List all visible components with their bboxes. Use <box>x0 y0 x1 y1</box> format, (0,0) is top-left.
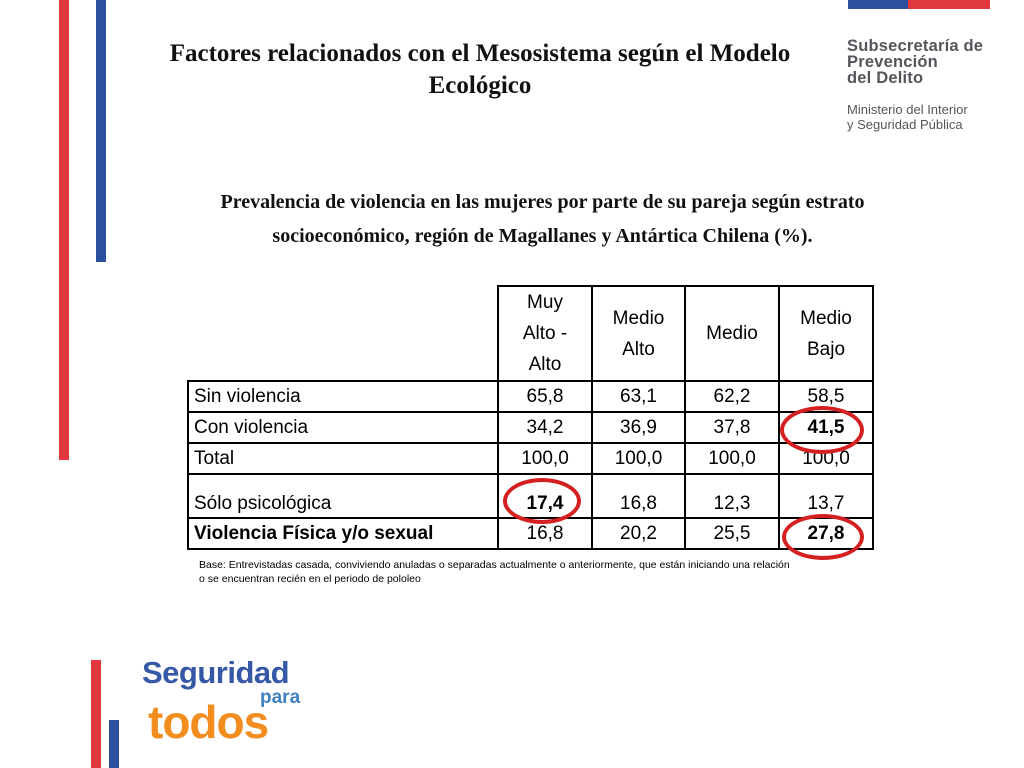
header-text: Medio <box>706 323 758 344</box>
footnote-line1: Base: Entrevistadas casada, conviviendo … <box>199 559 790 571</box>
table-cell: 100,0 <box>497 442 593 475</box>
footnote: Base: Entrevistadas casada, conviviendo … <box>199 558 869 586</box>
top-blue-stripe <box>848 0 908 9</box>
bottom-red-stripe <box>91 660 101 768</box>
logo-line4: Ministerio del Interior <box>847 102 968 117</box>
table-title-line1: Prevalencia de violencia en las mujeres … <box>220 191 865 213</box>
header-text: Medio <box>800 307 852 329</box>
top-red-stripe <box>908 0 990 9</box>
header-medio-alto: Medio Alto <box>591 285 686 382</box>
header-muy-alto-alto: Muy Alto - Alto <box>497 285 593 382</box>
table-cell: 25,5 <box>684 517 780 550</box>
header-text: Alto <box>622 338 655 360</box>
table-row: Violencia Física y/o sexual 16,8 20,2 25… <box>187 517 874 550</box>
row-label: Sólo psicológica <box>187 473 499 519</box>
header-text: Medio <box>612 307 665 329</box>
logo-line3: del Delito <box>847 69 924 87</box>
table-cell: 100,0 <box>684 442 780 475</box>
table-cell: 13,7 <box>778 473 874 519</box>
header-text: Alto - <box>522 323 568 344</box>
row-label: Sin violencia <box>187 380 499 413</box>
header-text: Muy <box>527 292 563 313</box>
header-text: Alto <box>528 354 562 375</box>
highlight-circle <box>782 514 864 560</box>
table-cell: 65,8 <box>497 380 593 413</box>
table-cell: 100,0 <box>591 442 686 475</box>
highlight-circle <box>780 406 864 454</box>
row-label: Con violencia <box>187 411 499 444</box>
footnote-line2: o se encuentran recién en el periodo de … <box>199 573 421 585</box>
header-medio: Medio <box>684 285 780 382</box>
table-title-line2: socioeconómico, región de Magallanes y A… <box>272 225 813 247</box>
left-red-stripe <box>59 0 69 460</box>
logo-word-seguridad: Seguridad <box>142 655 290 690</box>
header-medio-bajo: Medio Bajo <box>778 285 874 382</box>
logo-line2: Prevención <box>847 53 938 71</box>
table-title: Prevalencia de violencia en las mujeres … <box>160 185 925 253</box>
page-title-line1: Factores relacionados con el Mesosistema… <box>169 40 791 67</box>
row-label: Total <box>187 442 499 475</box>
logo-line5: y Seguridad Pública <box>847 117 963 132</box>
table-cell: 16,8 <box>497 517 593 550</box>
table-row: Total 100,0 100,0 100,0 100,0 <box>187 442 874 475</box>
table-cell: 62,2 <box>684 380 780 413</box>
table-cell: 34,2 <box>497 411 593 444</box>
bottom-blue-stripe <box>109 720 119 768</box>
logo-word-todos: todos <box>148 696 269 748</box>
table-row: Sin violencia 65,8 63,1 62,2 58,5 <box>187 380 874 413</box>
table-cell: 16,8 <box>591 473 686 519</box>
seguridad-para-todos-logo: Seguridad para todos <box>142 655 300 748</box>
table-cell: 37,8 <box>684 411 780 444</box>
table-header-row: Muy Alto - Alto Medio Alto Medio Medio B… <box>188 285 874 382</box>
table-cell: 20,2 <box>591 517 686 550</box>
highlight-circle <box>503 478 581 524</box>
row-label: Violencia Física y/o sexual <box>187 517 499 550</box>
table-cell: 63,1 <box>591 380 686 413</box>
header-text: Bajo <box>806 338 846 360</box>
table-row: Con violencia 34,2 36,9 37,8 41,5 <box>187 411 874 444</box>
logo-word-para: para <box>260 687 301 708</box>
table-cell: 12,3 <box>684 473 780 519</box>
logo-line1: Subsecretaría de <box>847 37 984 55</box>
table-cell: 36,9 <box>591 411 686 444</box>
left-blue-stripe <box>96 0 106 262</box>
page-title-line2: Ecológico <box>428 72 532 99</box>
header-blank-cell <box>188 286 499 382</box>
page-title: Factores relacionados con el Mesosistema… <box>110 38 850 102</box>
subsecretaria-logo: Subsecretaría de Prevención del Delito M… <box>847 38 983 132</box>
